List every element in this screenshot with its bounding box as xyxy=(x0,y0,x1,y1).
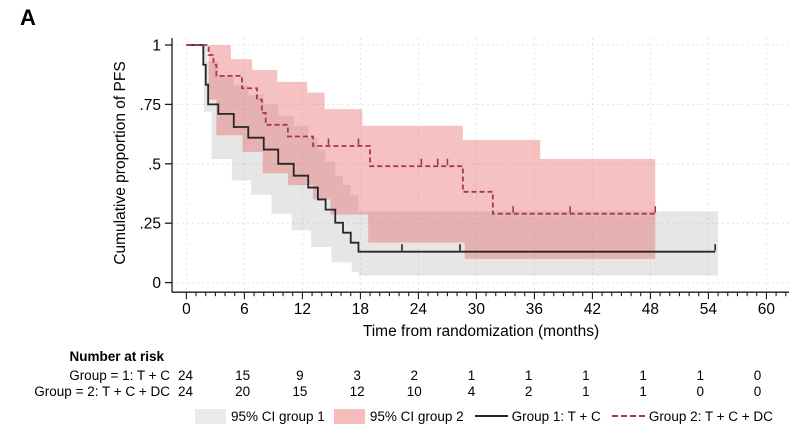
ci-group2-swatch-icon xyxy=(333,408,365,424)
x-tick-label: 0 xyxy=(182,301,191,318)
x-tick-label: 54 xyxy=(700,301,718,318)
ci-group1-swatch-icon xyxy=(195,408,226,424)
x-tick-label: 24 xyxy=(410,301,428,318)
risk-value: 1 xyxy=(524,368,533,383)
risk-value: 15 xyxy=(235,368,251,383)
risk-value: 24 xyxy=(177,384,194,399)
risk-value: 24 xyxy=(177,368,194,383)
risk-row-label-group1: Group = 1: T + C xyxy=(69,368,170,383)
risk-value: 0 xyxy=(753,384,762,399)
x-tick-label: 18 xyxy=(352,301,369,318)
risk-value: 1 xyxy=(467,368,476,383)
legend: 95% CI group 1 95% CI group 2 Group 1: T… xyxy=(195,404,773,428)
x-tick-label: 6 xyxy=(240,301,249,318)
x-tick-label: 36 xyxy=(526,301,543,318)
x-tick-label: 42 xyxy=(584,301,601,318)
legend-label-group1: Group 1: T + C xyxy=(511,408,601,424)
x-tick-label: 12 xyxy=(294,301,311,318)
x-tick-label: 60 xyxy=(758,301,776,318)
risk-value: 1 xyxy=(639,384,647,399)
risk-value: 1 xyxy=(696,368,705,383)
km-curve-group1 xyxy=(186,44,716,253)
risk-value: 1 xyxy=(582,384,590,399)
risk-value: 0 xyxy=(753,368,762,383)
y-axis-title: Cumulative proportion of PFS xyxy=(112,61,129,265)
legend-item-ci-group2: 95% CI group 2 xyxy=(333,408,464,424)
legend-item-group1: Group 1: T + C xyxy=(473,409,601,424)
y-tick-label: .75 xyxy=(139,97,161,114)
risk-table-header: Number at risk xyxy=(69,349,164,364)
risk-value: 9 xyxy=(296,368,304,383)
y-tick-label: .5 xyxy=(148,156,161,173)
risk-value: 1 xyxy=(582,368,590,383)
risk-value: 2 xyxy=(524,384,533,399)
panel-label: A xyxy=(20,5,37,30)
legend-item-ci-group1: 95% CI group 1 xyxy=(195,408,325,424)
risk-value: 1 xyxy=(639,368,647,383)
legend-label-ci-group1: 95% CI group 1 xyxy=(231,408,325,424)
ci-band-group2 xyxy=(208,45,656,259)
risk-value: 15 xyxy=(292,384,308,399)
x-tick-label: 30 xyxy=(468,301,486,318)
km-curve-group2 xyxy=(186,44,656,215)
solid-line-icon xyxy=(474,415,508,417)
legend-label-group2: Group 2: T + C + DC xyxy=(648,408,773,424)
risk-value: 10 xyxy=(406,384,422,399)
risk-value: 12 xyxy=(349,384,365,399)
y-tick-label: 0 xyxy=(152,275,161,292)
y-tick-label: 1 xyxy=(152,38,161,55)
risk-value: 3 xyxy=(353,368,361,383)
ci-band-group1 xyxy=(203,45,719,276)
x-tick-label: 48 xyxy=(642,301,659,318)
risk-row-label-group2: Group = 2: T + C + DC xyxy=(34,384,170,399)
legend-label-ci-group2: 95% CI group 2 xyxy=(369,408,464,424)
risk-value: 0 xyxy=(696,384,705,399)
x-axis-title: Time from randomization (months) xyxy=(362,323,600,340)
legend-item-group2: Group 2: T + C + DC xyxy=(610,409,773,424)
risk-value: 4 xyxy=(467,384,476,399)
y-tick-label: .25 xyxy=(139,216,161,233)
dashed-line-icon xyxy=(611,415,645,417)
risk-value: 2 xyxy=(410,368,419,383)
risk-value: 20 xyxy=(235,384,251,399)
